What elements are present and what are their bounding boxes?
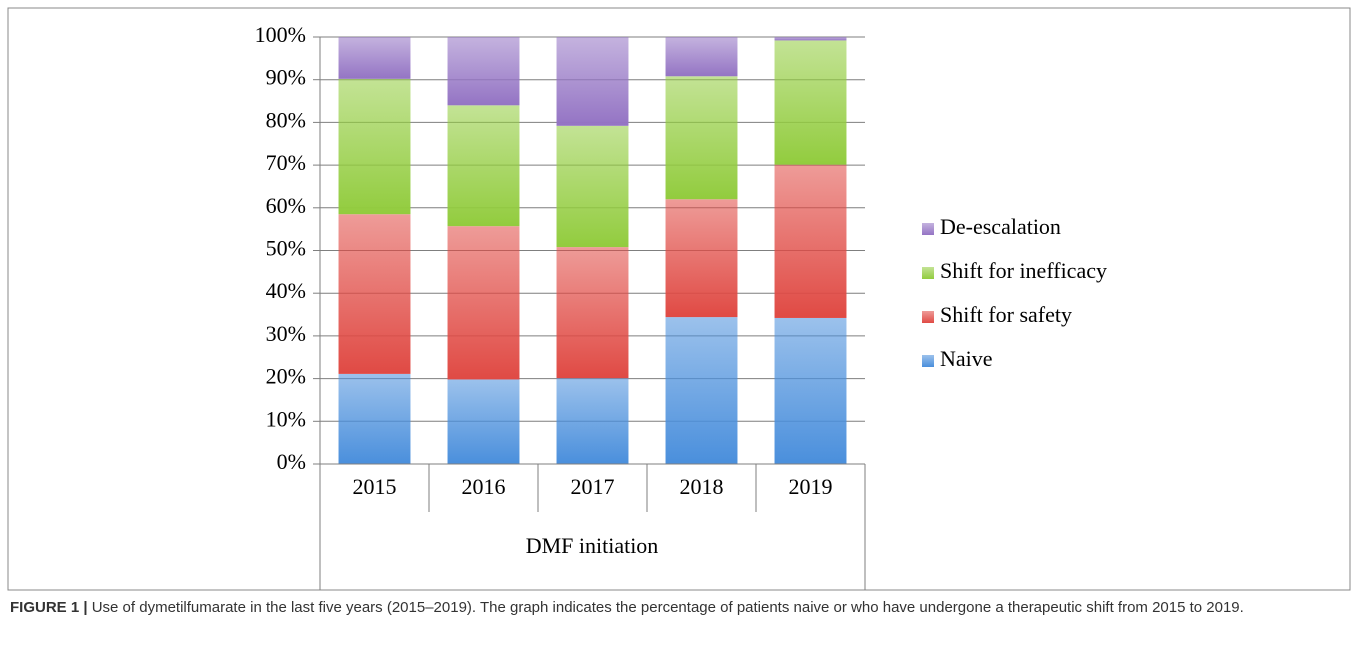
x-tick-label: 2019 bbox=[789, 474, 833, 499]
bar-segment bbox=[556, 125, 629, 248]
x-tick-label: 2015 bbox=[353, 474, 397, 499]
legend-label: Naive bbox=[940, 346, 993, 371]
bar-segment bbox=[774, 37, 847, 41]
legend-label: De-escalation bbox=[940, 214, 1061, 239]
bar-segment bbox=[338, 78, 411, 215]
bar-segment bbox=[556, 37, 629, 126]
x-tick-label: 2016 bbox=[462, 474, 506, 499]
bar-segment bbox=[447, 379, 520, 464]
legend-label: Shift for safety bbox=[940, 302, 1072, 327]
y-tick-label: 40% bbox=[266, 278, 306, 303]
bar-segment bbox=[774, 164, 847, 318]
bar-segment bbox=[338, 373, 411, 464]
y-tick-label: 80% bbox=[266, 107, 306, 132]
legend-swatch bbox=[922, 267, 934, 279]
bar-segment bbox=[556, 247, 629, 379]
bar-segment bbox=[447, 226, 520, 380]
y-tick-label: 90% bbox=[266, 65, 306, 90]
chart: DMF initiation 0% 10% 20% 30% 40% 50% 60% 70% 80… bbox=[7, 7, 1351, 591]
bar-segment bbox=[338, 214, 411, 374]
bar-segment bbox=[774, 40, 847, 165]
legend-swatch bbox=[922, 223, 934, 235]
y-tick-label: 50% bbox=[266, 236, 306, 261]
bar-segment bbox=[447, 37, 520, 106]
legend-swatch bbox=[922, 311, 934, 323]
legend-swatch bbox=[922, 355, 934, 367]
bar-segment bbox=[556, 378, 629, 464]
x-axis-label: DMF initiation bbox=[526, 533, 659, 558]
bar-segment bbox=[665, 199, 738, 318]
y-tick-label: 100% bbox=[255, 22, 306, 47]
bar-segment bbox=[665, 37, 738, 77]
x-tick-label: 2017 bbox=[571, 474, 615, 499]
bar-segment bbox=[665, 76, 738, 200]
caption-text: Use of dymetilfumarate in the last five … bbox=[91, 599, 1244, 616]
bar-segment bbox=[774, 317, 847, 464]
chart-border bbox=[7, 7, 1351, 591]
y-tick-label: 20% bbox=[266, 364, 306, 389]
y-tick-label: 0% bbox=[277, 449, 306, 474]
y-tick-label: 60% bbox=[266, 193, 306, 218]
y-tick-label: 30% bbox=[266, 321, 306, 346]
bar-segment bbox=[338, 37, 411, 79]
bar-segment bbox=[665, 317, 738, 464]
y-tick-label: 10% bbox=[266, 406, 306, 431]
y-tick-label: 70% bbox=[266, 150, 306, 175]
figure-caption: FIGURE 1 | Use of dymetilfumarate in the… bbox=[10, 597, 1350, 618]
bar-segment bbox=[447, 105, 520, 227]
legend-label: Shift for inefficacy bbox=[940, 258, 1107, 283]
figure-label: FIGURE 1 | bbox=[10, 599, 88, 616]
x-tick-label: 2018 bbox=[680, 474, 724, 499]
